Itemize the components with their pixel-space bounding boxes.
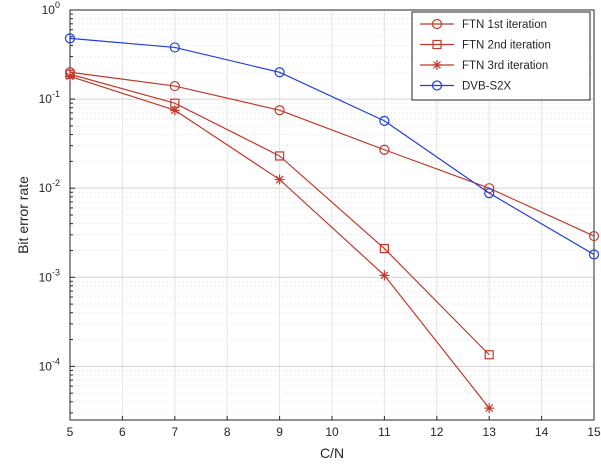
circle-marker — [588, 249, 600, 260]
legend-entry: FTN 2nd iteration — [420, 40, 551, 52]
circle-marker — [64, 33, 76, 44]
x-tick-label: 5 — [67, 425, 74, 439]
x-tick-label: 8 — [224, 425, 231, 439]
x-tick-label: 7 — [171, 425, 178, 439]
circle-marker — [169, 42, 180, 53]
circle-marker — [274, 67, 285, 78]
x-axis-label: C/N — [320, 445, 344, 461]
legend-entry: FTN 3rd iteration — [420, 60, 548, 72]
legend-entry: DVB-S2X — [420, 80, 512, 93]
series-group — [64, 33, 600, 414]
asterisk-marker — [274, 174, 285, 185]
x-tick-label: 9 — [276, 425, 283, 439]
y-tick-label: 10-4 — [39, 356, 60, 373]
legend-label: DVB-S2X — [462, 81, 512, 93]
y-axis-label: Bit error rate — [15, 176, 31, 254]
circle-marker — [379, 144, 390, 155]
x-tick-label: 6 — [119, 425, 126, 439]
y-tick-label: 10-2 — [39, 178, 60, 195]
circle-marker — [431, 80, 443, 91]
y-tick-label: 10-1 — [39, 89, 60, 106]
circle-marker — [379, 115, 390, 126]
square-marker — [379, 243, 389, 254]
series-4 — [64, 33, 600, 260]
asterisk-marker — [432, 60, 442, 70]
legend-label: FTN 1st iteration — [462, 19, 547, 31]
x-tick-label: 10 — [325, 425, 339, 439]
asterisk-marker — [484, 403, 495, 414]
square-marker — [484, 350, 494, 360]
circle-marker — [588, 230, 600, 242]
circle-marker — [274, 105, 285, 116]
legend-entry: FTN 1st iteration — [420, 18, 547, 31]
asterisk-marker — [169, 105, 180, 116]
circle-marker — [431, 18, 443, 30]
series-line — [69, 73, 490, 356]
series-line — [69, 71, 595, 237]
square-marker — [432, 39, 442, 50]
legend-label: FTN 3rd iteration — [462, 60, 548, 72]
series-line — [69, 37, 595, 256]
circle-marker — [484, 188, 495, 199]
x-tick-label: 13 — [483, 425, 497, 439]
square-marker — [275, 151, 285, 161]
legend: FTN 1st iteration FTN 2nd iteration FTN 3r… — [411, 11, 591, 101]
legend-label: FTN 2nd iteration — [462, 40, 551, 52]
circle-marker — [169, 80, 180, 92]
asterisk-marker — [65, 71, 75, 82]
x-tick-label: 15 — [587, 425, 601, 439]
asterisk-marker — [379, 270, 390, 281]
x-tick-label: 12 — [430, 425, 444, 439]
x-tick-label: 14 — [535, 425, 549, 439]
x-tick-label: 11 — [378, 425, 391, 439]
y-tick-label: 10-3 — [39, 267, 60, 284]
y-tick-label: 100 — [42, 0, 60, 17]
series-3 — [65, 71, 495, 414]
